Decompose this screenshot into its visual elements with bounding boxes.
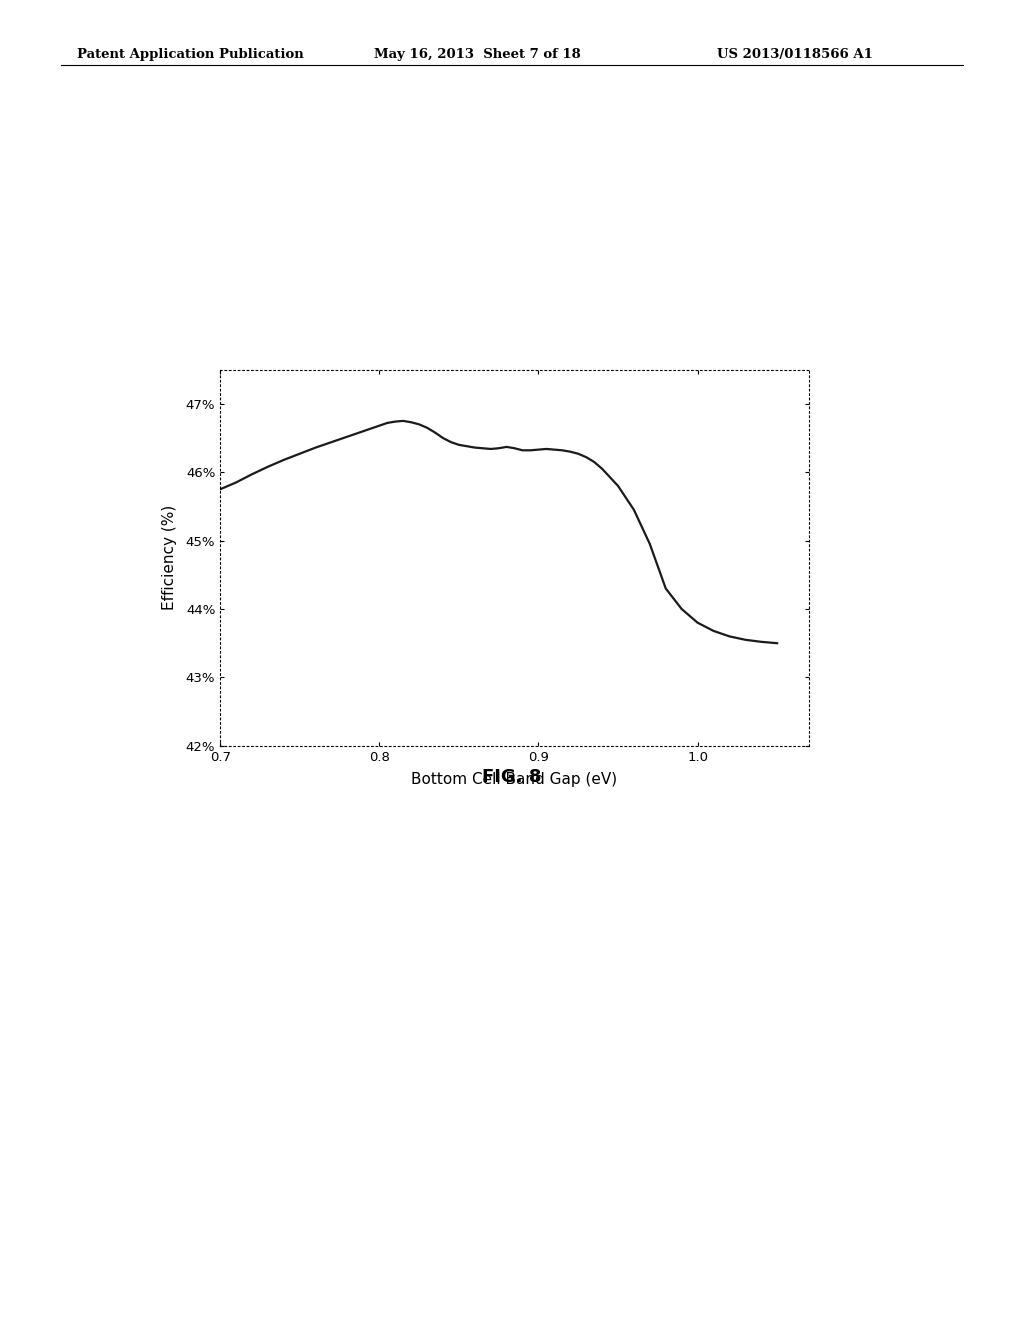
X-axis label: Bottom Cell Band Gap (eV): Bottom Cell Band Gap (eV)	[412, 772, 617, 787]
Text: US 2013/0118566 A1: US 2013/0118566 A1	[717, 48, 872, 61]
Text: May 16, 2013  Sheet 7 of 18: May 16, 2013 Sheet 7 of 18	[374, 48, 581, 61]
Y-axis label: Efficiency (%): Efficiency (%)	[163, 506, 177, 610]
Text: FIG. 8: FIG. 8	[482, 768, 542, 787]
Text: Patent Application Publication: Patent Application Publication	[77, 48, 303, 61]
